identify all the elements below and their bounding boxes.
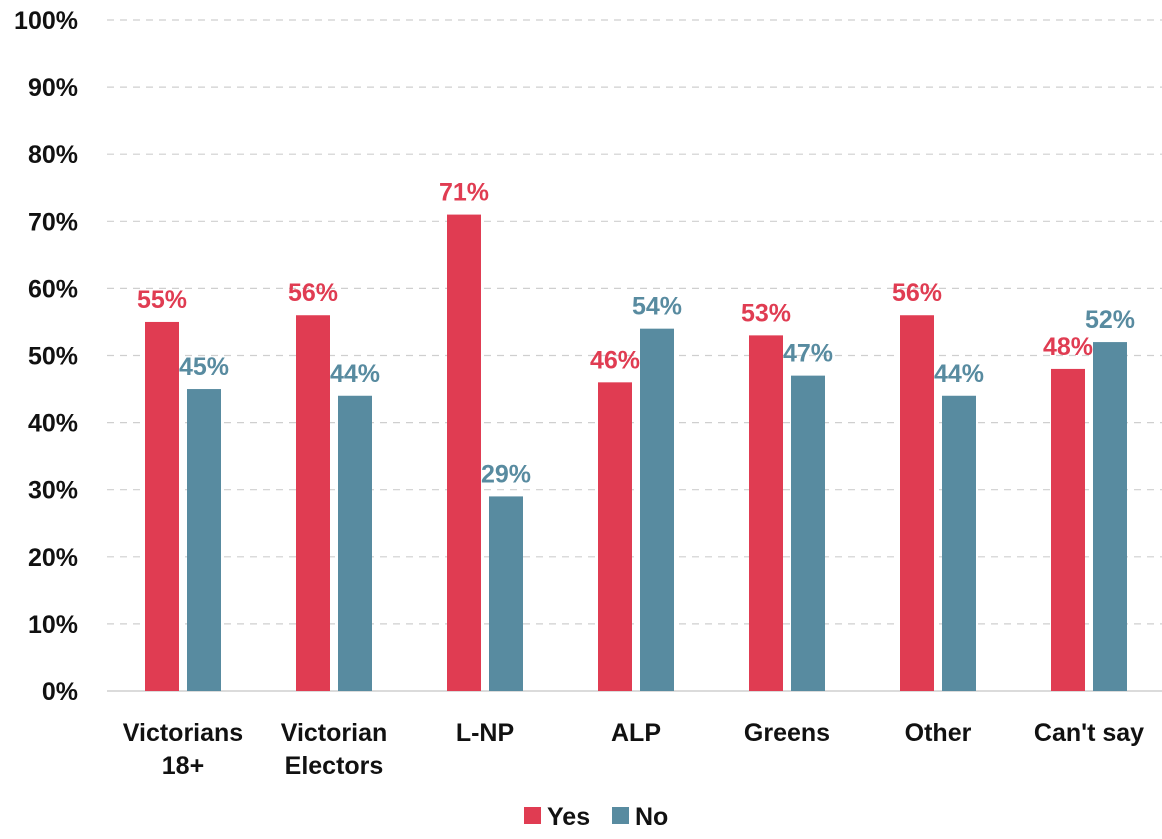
data-label-no: 52% (1085, 306, 1135, 334)
data-label-yes: 56% (892, 279, 942, 307)
y-tick-label: 90% (28, 74, 78, 102)
data-label-yes: 56% (288, 279, 338, 307)
x-tick-label: L-NP (456, 719, 514, 747)
y-tick-label: 10% (28, 611, 78, 639)
data-label-no: 54% (632, 293, 682, 321)
y-tick-label: 20% (28, 544, 78, 572)
x-tick-label: Can't say (1034, 719, 1144, 747)
data-label-yes: 46% (590, 346, 640, 374)
bar-no (338, 395, 372, 691)
y-tick-label: 60% (28, 275, 78, 303)
data-label-yes: 53% (741, 299, 791, 327)
y-tick-label: 50% (28, 343, 78, 371)
data-label-no: 47% (783, 340, 833, 368)
bar-yes (598, 382, 632, 691)
data-label-yes: 71% (439, 179, 489, 207)
legend-label-no: No (635, 803, 668, 831)
x-tick-label: ALP (611, 719, 661, 747)
grid-lines (107, 19, 1162, 692)
data-label-yes: 48% (1043, 333, 1093, 361)
bar-yes (749, 335, 783, 691)
bar-no (640, 328, 674, 691)
y-tick-label: 70% (28, 208, 78, 236)
bar-no (942, 395, 976, 691)
y-tick-label: 0% (42, 678, 78, 706)
legend: Yes No (524, 803, 668, 831)
legend-swatch-no (612, 807, 629, 824)
bar-yes (1051, 368, 1085, 691)
bar-yes (296, 315, 330, 691)
y-tick-label: 40% (28, 410, 78, 438)
legend-swatch-yes (524, 807, 541, 824)
y-tick-label: 100% (14, 7, 78, 35)
x-tick-label: Other (905, 719, 972, 747)
bar-yes (145, 321, 179, 691)
x-tick-label: Victorians 18+ (123, 719, 243, 780)
x-tick-label: Victorian Electors (281, 719, 388, 780)
y-tick-label: 30% (28, 477, 78, 505)
bar-yes (900, 315, 934, 691)
bar-no (1093, 342, 1127, 691)
bar-no (187, 389, 221, 691)
data-label-no: 44% (934, 360, 984, 388)
data-label-yes: 55% (137, 286, 187, 314)
bar-yes (447, 214, 481, 691)
y-tick-label: 80% (28, 141, 78, 169)
bars (145, 214, 1127, 691)
y-axis-tick-labels: 0% 10% 20% 30% 40% 50% 60% 70% 80% 90% 100% (14, 7, 78, 706)
bar-no (791, 375, 825, 691)
data-labels: 55% 45% 56% 44% 71% 29% 46% 54% 53% 47% 56% 44% 48%5… (137, 179, 1135, 489)
legend-label-yes: Yes (547, 803, 590, 831)
data-label-no: 44% (330, 360, 380, 388)
data-label-no: 45% (179, 353, 229, 381)
x-tick-label: Greens (744, 719, 830, 747)
x-axis-tick-labels: Victorians 18+ Victorian Electors L-NP ALP Gre… (123, 719, 1144, 780)
bar-no (489, 496, 523, 691)
data-label-no: 29% (481, 460, 531, 488)
